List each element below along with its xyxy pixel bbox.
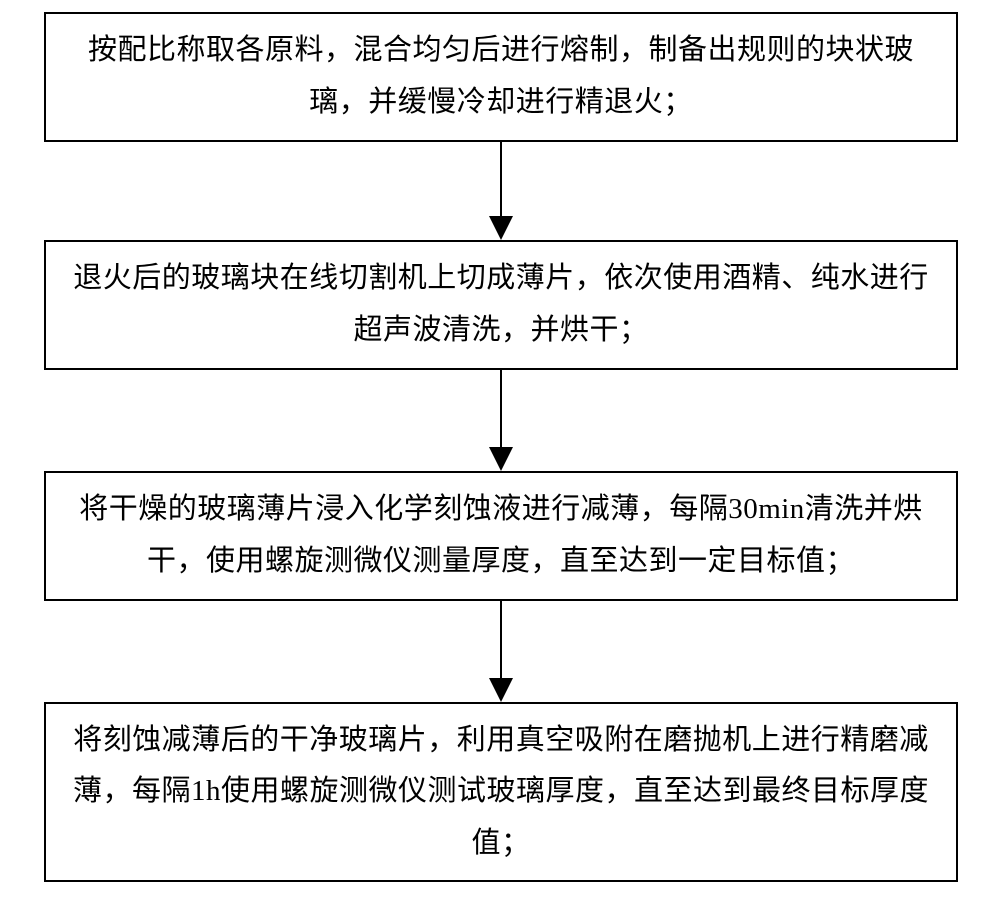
step-text-4: 将刻蚀减薄后的干净玻璃片，利用真空吸附在磨抛机上进行精磨减薄，每隔1h使用螺旋测… [64,715,938,870]
step-text-1: 按配比称取各原料，混合均匀后进行熔制，制备出规则的块状玻璃，并缓慢冷却进行精退火… [64,25,938,128]
step-text-2: 退火后的玻璃块在线切割机上切成薄片，依次使用酒精、纯水进行超声波清洗，并烘干； [64,253,938,356]
step-box-1: 按配比称取各原料，混合均匀后进行熔制，制备出规则的块状玻璃，并缓慢冷却进行精退火… [44,12,958,142]
step-box-2: 退火后的玻璃块在线切割机上切成薄片，依次使用酒精、纯水进行超声波清洗，并烘干； [44,240,958,370]
step-box-4: 将刻蚀减薄后的干净玻璃片，利用真空吸附在磨抛机上进行精磨减薄，每隔1h使用螺旋测… [44,702,958,882]
step-text-3: 将干燥的玻璃薄片浸入化学刻蚀液进行减薄，每隔30min清洗并烘干，使用螺旋测微仪… [64,484,938,587]
step-box-3: 将干燥的玻璃薄片浸入化学刻蚀液进行减薄，每隔30min清洗并烘干，使用螺旋测微仪… [44,471,958,601]
flowchart-canvas: 按配比称取各原料，混合均匀后进行熔制，制备出规则的块状玻璃，并缓慢冷却进行精退火… [0,0,1000,899]
